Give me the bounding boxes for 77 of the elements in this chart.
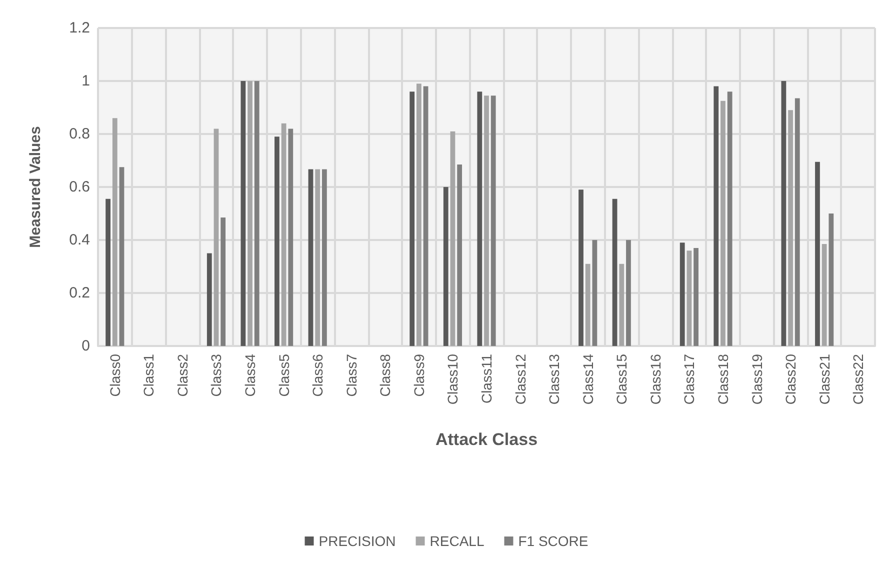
y-tick-label: 0.2 [69, 284, 90, 302]
bar [315, 169, 320, 346]
y-tick-label: 1 [82, 72, 90, 90]
bar [274, 136, 280, 346]
bar [585, 264, 590, 346]
bar [815, 162, 820, 346]
bar [828, 214, 834, 346]
bar [592, 240, 598, 346]
x-tick-label: Class20 [782, 354, 799, 405]
bar [626, 240, 631, 346]
bar [578, 190, 584, 346]
x-tick-label: Class11 [478, 354, 494, 404]
x-tick-label: Class7 [343, 354, 360, 397]
bar [680, 242, 685, 346]
x-tick-label: Class14 [580, 354, 596, 405]
bar [308, 169, 314, 346]
x-tick-label: Class13 [546, 354, 562, 405]
bar [457, 164, 462, 346]
x-tick-label: Class21 [816, 354, 832, 405]
bar [410, 92, 415, 346]
x-tick-label: Class12 [512, 354, 528, 405]
legend-label: RECALL [430, 533, 484, 549]
x-tick-label: Class0 [106, 354, 123, 397]
x-tick-label: Class16 [647, 354, 664, 405]
x-tick-label: Class19 [748, 354, 765, 405]
bar [788, 110, 793, 346]
bar [206, 253, 212, 346]
bar [484, 96, 489, 346]
legend-label: PRECISION [318, 533, 396, 549]
y-axis-title: Measured Values [27, 126, 44, 248]
x-tick-label: Class3 [208, 354, 224, 397]
bar [727, 92, 732, 346]
bar [254, 81, 260, 346]
bar [686, 250, 692, 346]
x-tick-label: Class10 [444, 354, 461, 405]
bar [781, 81, 786, 346]
bar [248, 81, 252, 346]
bar [450, 131, 456, 346]
bar [119, 167, 124, 346]
x-tick-label: Class18 [714, 354, 731, 405]
bar [288, 128, 294, 346]
x-tick-label: Class2 [174, 354, 190, 397]
x-tick-label: Class1 [140, 354, 157, 397]
bar [822, 244, 827, 346]
y-tick-label: 0 [82, 338, 90, 354]
x-tick-label: Class22 [850, 354, 866, 405]
x-tick-label: Class9 [410, 354, 427, 397]
x-tick-label: Class17 [681, 354, 698, 405]
bar [477, 92, 482, 346]
bar [214, 128, 219, 346]
bar [794, 98, 800, 346]
bar [423, 86, 428, 346]
legend-label: F1 SCORE [518, 533, 588, 549]
bar [612, 198, 618, 346]
bar [240, 81, 246, 346]
bar [322, 169, 327, 346]
bar [112, 118, 118, 346]
bar [416, 84, 422, 346]
bar [106, 198, 110, 346]
x-tick-label: Class4 [242, 354, 258, 397]
y-tick-label: 0.4 [69, 232, 90, 248]
bar [490, 96, 496, 346]
bar [281, 123, 286, 346]
x-tick-label: Class8 [377, 354, 394, 397]
bar [443, 187, 448, 346]
x-tick-label: Class5 [276, 354, 292, 397]
bar [694, 248, 698, 346]
x-axis-title: Attack Class [435, 430, 538, 449]
y-tick-label: 1.2 [69, 20, 90, 36]
bar [619, 264, 624, 346]
bar [220, 217, 226, 346]
x-tick-label: Class6 [310, 354, 326, 397]
bar [720, 100, 726, 346]
bar [714, 86, 719, 346]
y-tick-label: 0.8 [69, 126, 90, 142]
x-tick-label: Class15 [614, 354, 630, 405]
y-tick-label: 0.6 [69, 178, 90, 196]
